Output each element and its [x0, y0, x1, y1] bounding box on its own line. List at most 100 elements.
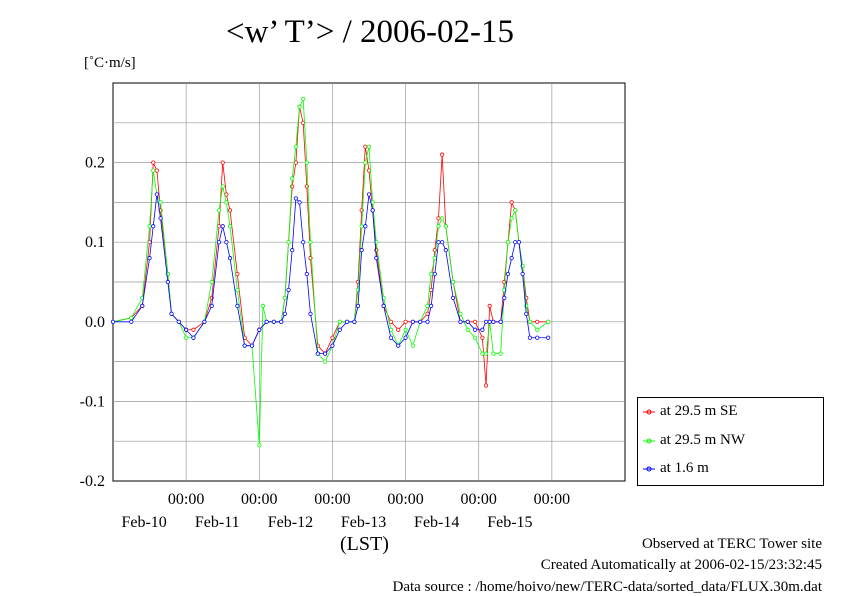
x-tick-label-time: 00:00: [534, 491, 570, 508]
data-point: [546, 335, 551, 340]
data-point: [216, 208, 222, 213]
data-point: [235, 271, 240, 277]
data-point: [337, 327, 342, 332]
data-point: [220, 184, 225, 189]
data-point: [308, 240, 313, 245]
data-point: [235, 303, 240, 308]
data-point: [140, 303, 145, 308]
data-point: [290, 248, 295, 253]
x-tick-label-time: 00:00: [314, 491, 350, 508]
legend-item-nw: at 29.5 m NW: [638, 431, 823, 451]
data-point: [502, 295, 507, 301]
data-point: [520, 271, 525, 277]
data-point: [429, 303, 434, 308]
data-point: [451, 279, 456, 285]
data-point: [154, 192, 159, 197]
data-point: [293, 196, 298, 201]
data-point: [344, 319, 350, 324]
data-point: [220, 160, 225, 165]
data-point: [184, 335, 189, 340]
legend-marker-1-6m: [643, 466, 655, 472]
data-point: [293, 144, 298, 149]
data-point: [465, 319, 470, 324]
data-point: [436, 240, 441, 245]
legend-label-nw: at 29.5 m NW: [660, 432, 745, 448]
data-point: [249, 343, 255, 348]
data-point: [227, 224, 233, 229]
data-point: [429, 271, 434, 277]
data-point: [235, 287, 240, 293]
data-point: [129, 319, 134, 324]
data-point: [472, 319, 478, 324]
data-point: [323, 351, 328, 356]
data-point: [176, 319, 181, 324]
data-point: [381, 303, 386, 308]
data-point: [151, 160, 156, 165]
data-point: [264, 319, 269, 324]
chart-title: <w’ T’> / 2006-02-15: [225, 14, 515, 50]
data-point: [443, 248, 448, 253]
data-point: [396, 343, 401, 348]
data-point: [509, 216, 514, 221]
data-point: [220, 224, 225, 229]
data-point: [516, 240, 522, 245]
data-point: [209, 303, 214, 308]
data-point: [209, 279, 214, 285]
data-point: [323, 359, 328, 364]
data-point: [527, 319, 533, 324]
data-point: [359, 224, 364, 229]
data-point: [286, 287, 291, 293]
data-point: [363, 144, 368, 149]
data-point: [304, 160, 309, 165]
x-tick-label-date: Feb-12: [268, 514, 313, 531]
x-tick-label-time: 00:00: [387, 491, 423, 508]
data-point: [330, 335, 335, 340]
data-point: [483, 351, 489, 356]
data-point: [410, 319, 415, 324]
data-point: [374, 256, 379, 261]
data-point: [440, 216, 445, 221]
data-point: [440, 152, 445, 157]
data-point: [363, 224, 368, 229]
data-point: [297, 200, 302, 205]
data-point: [169, 311, 174, 316]
data-point: [491, 319, 496, 324]
data-point: [436, 216, 441, 221]
data-point: [487, 319, 492, 324]
data-point: [535, 327, 540, 332]
data-point: [282, 295, 287, 301]
data-point: [498, 319, 503, 324]
data-point: [502, 279, 507, 285]
data-point: [337, 319, 342, 324]
data-point: [458, 319, 463, 324]
data-point: [352, 319, 357, 324]
data-point: [472, 335, 478, 340]
y-unit-label: [˚C·m/s]: [84, 55, 136, 71]
data-point: [147, 256, 152, 261]
data-point: [480, 335, 485, 340]
data-point: [216, 240, 222, 245]
data-point: [158, 200, 163, 205]
legend: at 29.5 m SE at 29.5 m NW at 1.6 m: [637, 397, 824, 486]
y-tick-label: 0.2: [85, 155, 105, 172]
data-point: [425, 303, 430, 308]
data-point: [363, 160, 368, 165]
x-tick-label-time: 00:00: [168, 491, 204, 508]
legend-marker-nw: [643, 438, 655, 444]
data-point: [535, 319, 540, 324]
data-point: [403, 335, 408, 340]
legend-item-se: at 29.5 m SE: [638, 402, 823, 422]
data-point: [487, 303, 492, 308]
data-point: [110, 319, 116, 324]
footer-source: Data source : /home/hoivo/new/TERC-data/…: [392, 579, 823, 595]
data-point: [165, 279, 170, 285]
x-tick-label-date: Feb-11: [195, 514, 240, 531]
footer-observed: Observed at TERC Tower site: [641, 536, 822, 552]
data-point: [425, 319, 430, 324]
data-point: [257, 327, 262, 332]
data-point: [308, 311, 313, 316]
data-point: [546, 319, 551, 324]
data-point: [443, 224, 448, 229]
data-point: [513, 208, 518, 213]
data-point: [513, 240, 518, 245]
